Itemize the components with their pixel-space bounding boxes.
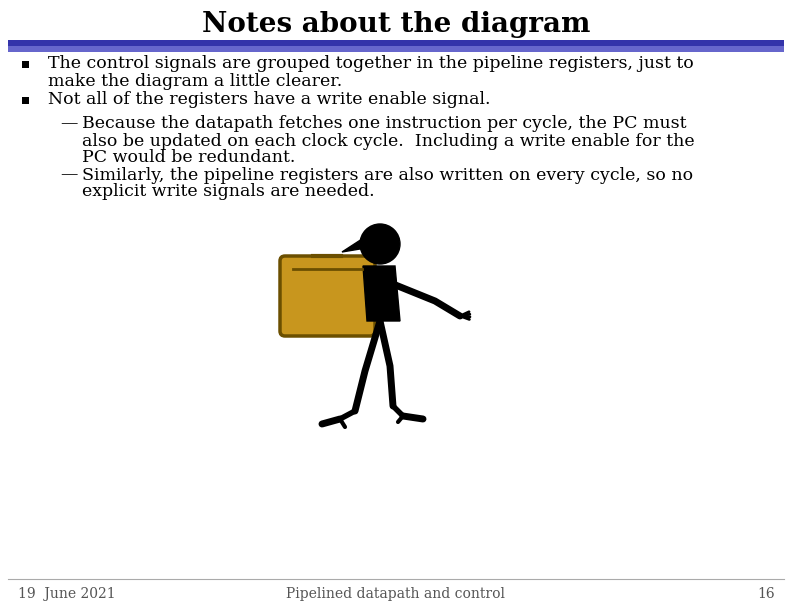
Text: explicit write signals are needed.: explicit write signals are needed. — [82, 184, 375, 201]
Circle shape — [360, 224, 400, 264]
Polygon shape — [342, 239, 362, 252]
Bar — [8, 40, 784, 46]
Bar — [22, 97, 29, 104]
Text: Not all of the registers have a write enable signal.: Not all of the registers have a write en… — [48, 92, 490, 108]
Text: Pipelined datapath and control: Pipelined datapath and control — [287, 587, 505, 601]
Text: Similarly, the pipeline registers are also written on every cycle, so no: Similarly, the pipeline registers are al… — [82, 166, 693, 184]
Bar — [8, 46, 784, 52]
Text: —: — — [60, 116, 78, 133]
Polygon shape — [363, 266, 400, 321]
Text: 19  June 2021: 19 June 2021 — [18, 587, 116, 601]
Text: —: — — [60, 166, 78, 184]
Text: also be updated on each clock cycle.  Including a write enable for the: also be updated on each clock cycle. Inc… — [82, 133, 695, 149]
Text: PC would be redundant.: PC would be redundant. — [82, 149, 295, 166]
Text: make the diagram a little clearer.: make the diagram a little clearer. — [48, 72, 342, 89]
FancyBboxPatch shape — [280, 256, 375, 336]
Text: The control signals are grouped together in the pipeline registers, just to: The control signals are grouped together… — [48, 56, 694, 72]
Text: Because the datapath fetches one instruction per cycle, the PC must: Because the datapath fetches one instruc… — [82, 116, 687, 133]
Text: 16: 16 — [757, 587, 775, 601]
Text: Notes about the diagram: Notes about the diagram — [202, 10, 590, 37]
Bar — [22, 61, 29, 68]
